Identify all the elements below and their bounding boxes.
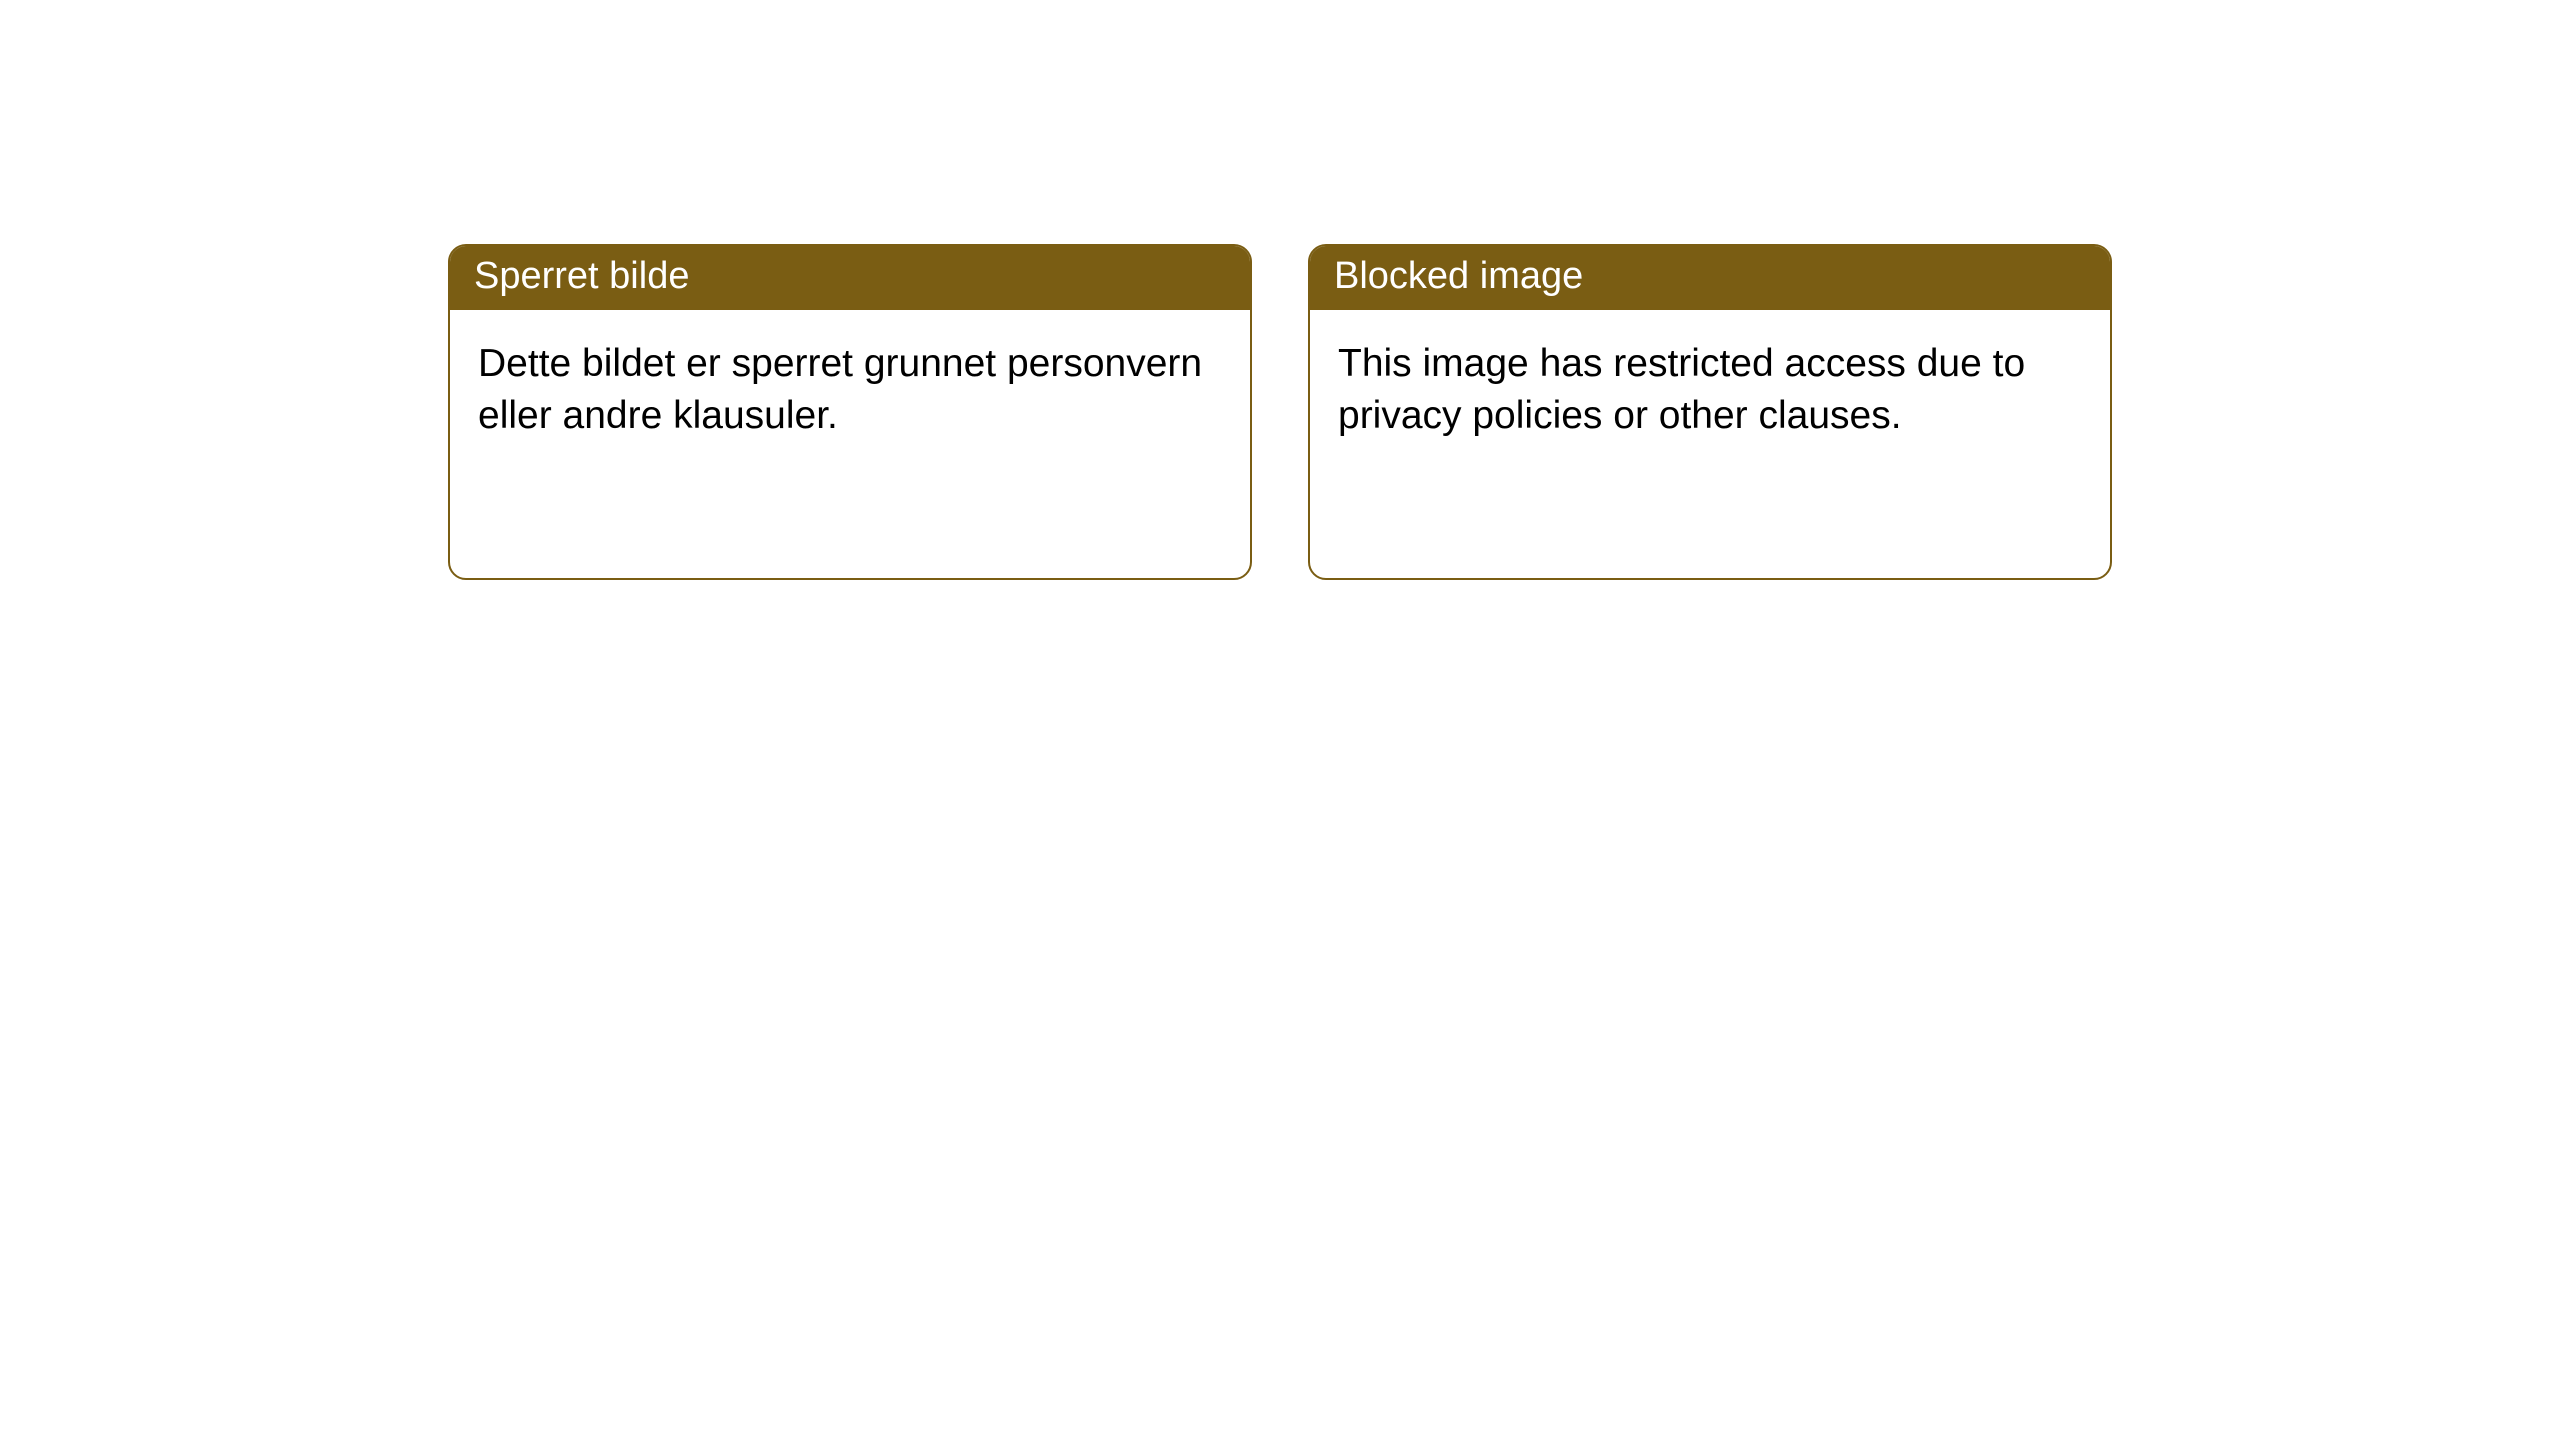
notice-title-norwegian: Sperret bilde [450, 246, 1250, 310]
notice-container: Sperret bilde Dette bildet er sperret gr… [0, 0, 2560, 580]
notice-title-english: Blocked image [1310, 246, 2110, 310]
notice-card-english: Blocked image This image has restricted … [1308, 244, 2112, 580]
notice-body-english: This image has restricted access due to … [1310, 310, 2110, 471]
notice-card-norwegian: Sperret bilde Dette bildet er sperret gr… [448, 244, 1252, 580]
notice-body-norwegian: Dette bildet er sperret grunnet personve… [450, 310, 1250, 471]
